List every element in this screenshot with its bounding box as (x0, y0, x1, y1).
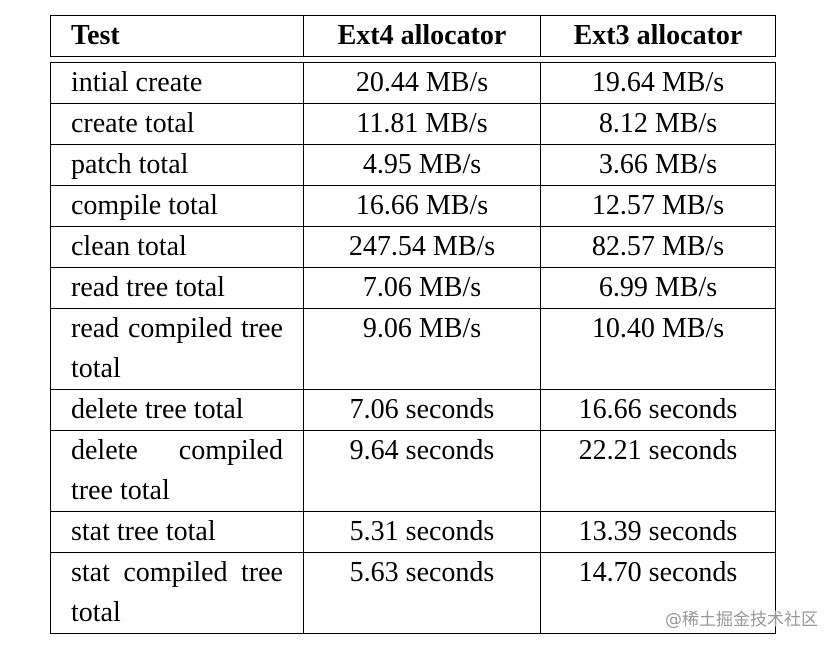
value-cell: 6.99 MB/s (540, 267, 776, 309)
value-cell: 9.64 seconds (303, 430, 541, 512)
test-name: compile total (50, 185, 304, 227)
table-row: create total 11.81 MB/s 8.12 MB/s (50, 103, 776, 145)
test-name: create total (50, 103, 304, 145)
header-cell: Test (50, 15, 304, 57)
header-cell: Ext3 allocator (540, 15, 776, 57)
value-cell: 3.66 MB/s (540, 144, 776, 186)
header-row: Test Ext4 allocator Ext3 allocator (50, 15, 776, 57)
table-row: intial create 20.44 MB/s 19.64 MB/s (50, 62, 776, 104)
test-name: patch total (50, 144, 304, 186)
value-cell: 5.31 seconds (303, 511, 541, 553)
value-cell: 8.12 MB/s (540, 103, 776, 145)
table-row: stat compiled tree total 5.63 seconds 14.7… (50, 552, 776, 634)
value-cell: 7.06 MB/s (303, 267, 541, 309)
test-name: clean total (50, 226, 304, 268)
value-cell: 22.21 seconds (540, 430, 776, 512)
value-cell: 16.66 MB/s (303, 185, 541, 227)
value-cell: 13.39 seconds (540, 511, 776, 553)
test-name: stat compiled tree total (50, 552, 304, 634)
body-table: intial create 20.44 MB/s 19.64 MB/s create … (50, 62, 776, 634)
value-cell: 4.95 MB/s (303, 144, 541, 186)
table-row: delete tree total 7.06 seconds 16.66 secon… (50, 389, 776, 431)
value-cell: 11.81 MB/s (303, 103, 541, 145)
header-cell: Ext4 allocator (303, 15, 541, 57)
test-name: delete tree total (50, 389, 304, 431)
value-cell: 10.40 MB/s (540, 308, 776, 390)
value-cell: 12.57 MB/s (540, 185, 776, 227)
value-cell: 20.44 MB/s (303, 62, 541, 104)
test-name: intial create (50, 62, 304, 104)
value-cell: 14.70 seconds (540, 552, 776, 634)
value-cell: 82.57 MB/s (540, 226, 776, 268)
value-cell: 247.54 MB/s (303, 226, 541, 268)
table-row: compile total 16.66 MB/s 12.57 MB/s (50, 185, 776, 227)
test-name: stat tree total (50, 511, 304, 553)
table-row: read tree total 7.06 MB/s 6.99 MB/s (50, 267, 776, 309)
value-cell: 19.64 MB/s (540, 62, 776, 104)
header-table: Test Ext4 allocator Ext3 allocator (50, 15, 776, 57)
table-row: stat tree total 5.31 seconds 13.39 seconds (50, 511, 776, 553)
value-cell: 7.06 seconds (303, 389, 541, 431)
test-name: delete compiled tree total (50, 430, 304, 512)
watermark: @稀土掘金技术社区 (665, 610, 818, 630)
value-cell: 5.63 seconds (303, 552, 541, 634)
table-row: read compiled tree total 9.06 MB/s 10.40 M… (50, 308, 776, 390)
table-row: clean total 247.54 MB/s 82.57 MB/s (50, 226, 776, 268)
value-cell: 16.66 seconds (540, 389, 776, 431)
table-body: intial create 20.44 MB/s 19.64 MB/s create … (50, 62, 776, 634)
test-name: read tree total (50, 267, 304, 309)
test-name: read compiled tree total (50, 308, 304, 390)
value-cell: 9.06 MB/s (303, 308, 541, 390)
table-row: patch total 4.95 MB/s 3.66 MB/s (50, 144, 776, 186)
table-row: delete compiled tree total 9.64 seconds 22… (50, 430, 776, 512)
